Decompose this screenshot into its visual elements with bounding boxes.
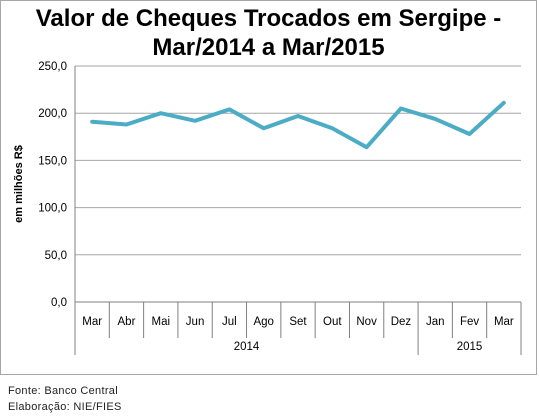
x-tick-label: Jan: [426, 316, 445, 328]
y-tick-label: 250,0: [38, 61, 67, 73]
x-year-label: 2015: [457, 341, 483, 353]
x-tick-label: Fev: [460, 316, 479, 328]
chart-frame: [0, 0, 537, 375]
x-tick-label: Out: [323, 316, 342, 328]
y-tick-label: 200,0: [38, 108, 67, 120]
x-year-label: 2014: [234, 341, 260, 353]
y-tick-label: 150,0: [38, 155, 67, 167]
x-tick-label: Mar: [494, 316, 514, 328]
y-tick-label: 50,0: [45, 250, 67, 262]
y-tick-label: 0,0: [51, 297, 67, 309]
series-line: [90, 100, 506, 150]
y-axis-title: em milhões R$: [13, 145, 25, 223]
x-tick-label: Mai: [152, 316, 171, 328]
x-tick-label: Nov: [356, 316, 377, 328]
x-tick-label: Abr: [118, 316, 136, 328]
x-tick-label: Mar: [82, 316, 102, 328]
x-tick-label: Set: [289, 316, 307, 328]
chart-title-line-2: Mar/2014 a Mar/2015: [152, 34, 385, 61]
source-note: Fonte: Banco Central: [8, 385, 118, 397]
chart-title: Valor de Cheques Trocados em Sergipe - M…: [0, 4, 537, 62]
line-chart: 0,0 50,0 100,0 150,0 200,0 250,0 Mar Abr Mai Jun J…: [13, 61, 522, 355]
credit-note: Elaboração: NIE/FIES: [8, 401, 122, 413]
chart-title-line-1: Valor de Cheques Trocados em Sergipe -: [35, 5, 502, 32]
x-tick-label: Ago: [253, 316, 273, 328]
x-tick-label: Jul: [222, 316, 237, 328]
y-tick-label: 100,0: [38, 203, 67, 215]
x-tick-label: Dez: [391, 316, 412, 328]
x-tick-label: Jun: [186, 316, 205, 328]
